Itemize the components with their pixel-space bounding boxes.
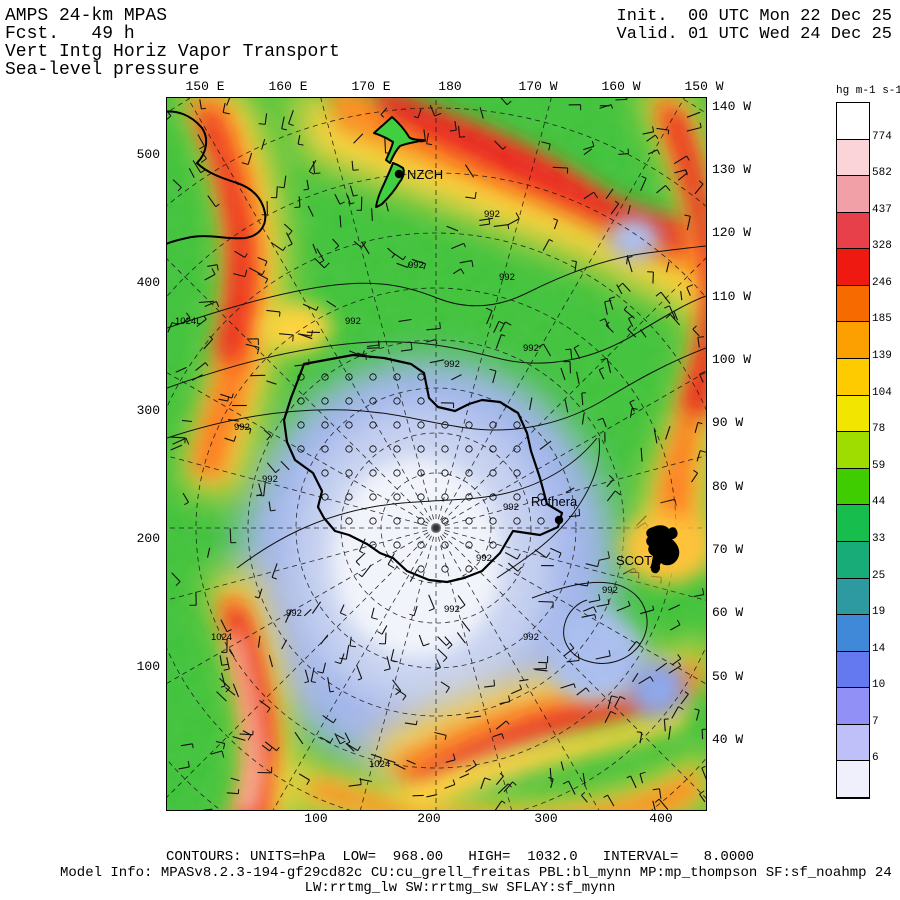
svg-text:992: 992 [499,272,515,283]
svg-text:NZCH: NZCH [407,167,443,182]
svg-text:992: 992 [523,343,539,354]
svg-text:992: 992 [602,585,618,596]
svg-text:992: 992 [345,316,361,327]
svg-text:992: 992 [484,209,500,220]
svg-text:992: 992 [262,474,278,485]
svg-text:SCOT: SCOT [616,553,652,568]
svg-text:992: 992 [444,604,460,615]
svg-text:992: 992 [234,422,250,433]
svg-text:992: 992 [286,608,302,619]
svg-text:992: 992 [408,260,424,271]
svg-text:992: 992 [444,359,460,370]
svg-text:1024: 1024 [211,632,232,643]
svg-text:992: 992 [476,553,492,564]
svg-text:1024L: 1024L [175,316,201,327]
svg-text:1024: 1024 [369,759,390,770]
svg-text:992: 992 [503,502,519,513]
svg-text:Rothera: Rothera [531,494,578,509]
svg-text:992: 992 [523,632,539,643]
